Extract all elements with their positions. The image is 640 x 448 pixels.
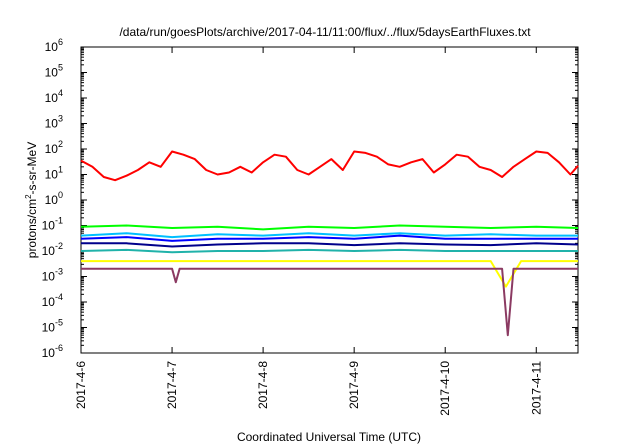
series-line bbox=[80, 150, 579, 182]
y-tick-label: 105 bbox=[45, 63, 63, 80]
y-tick-label: 100 bbox=[45, 190, 63, 207]
y-axis-label: protons/cm2-s-sr-MeV bbox=[24, 142, 39, 258]
x-axis-label: Coordinated Universal Time (UTC) bbox=[237, 430, 421, 444]
series-line bbox=[81, 267, 578, 337]
plot-frame bbox=[80, 46, 579, 354]
y-tick-label: 10-2 bbox=[42, 241, 63, 258]
y-axis-label-sup: 2 bbox=[24, 194, 33, 199]
series-line bbox=[80, 232, 578, 239]
y-tick-label: 104 bbox=[45, 88, 63, 105]
x-tick-label: 2017-4-10 bbox=[438, 361, 452, 416]
series-line bbox=[80, 234, 578, 242]
chart-title: /data/run/goesPlots/archive/2017-04-11/1… bbox=[119, 25, 531, 39]
y-tick-label: 101 bbox=[45, 165, 63, 182]
x-tick-label: 2017-4-8 bbox=[256, 361, 270, 409]
y-axis-label-prefix: protons/cm bbox=[25, 199, 39, 258]
x-tick-label: 2017-4-11 bbox=[529, 361, 543, 415]
x-tick-label: 2017-4-9 bbox=[347, 361, 361, 409]
x-axis-ticks: 2017-4-6 2017-4-7 2017-4-8 2017-4-9 2017-4-1… bbox=[74, 47, 543, 416]
series-line bbox=[81, 260, 578, 288]
x-tick-label: 2017-4-6 bbox=[74, 361, 88, 409]
y-tick-label: 10-1 bbox=[42, 216, 63, 233]
y-axis-ticks: 10-6 10-5 10-4 10-3 10-2 10-1 100 101 102 103 104 1… bbox=[42, 37, 578, 360]
y-tick-label: 10-4 bbox=[42, 292, 63, 309]
series-line bbox=[80, 248, 578, 254]
y-tick-label: 10-5 bbox=[42, 318, 63, 335]
series-line bbox=[80, 224, 579, 231]
data-series-group bbox=[80, 150, 579, 337]
y-tick-label: 106 bbox=[45, 37, 63, 54]
y-tick-label: 103 bbox=[45, 114, 63, 131]
y-tick-label: 10-6 bbox=[42, 343, 63, 360]
y-tick-label: 102 bbox=[45, 139, 63, 156]
y-tick-label: 10-3 bbox=[42, 267, 63, 284]
series-line bbox=[81, 242, 579, 248]
y-axis-label-suffix: -s-sr-MeV bbox=[25, 142, 39, 195]
x-tick-label: 2017-4-7 bbox=[165, 361, 179, 409]
